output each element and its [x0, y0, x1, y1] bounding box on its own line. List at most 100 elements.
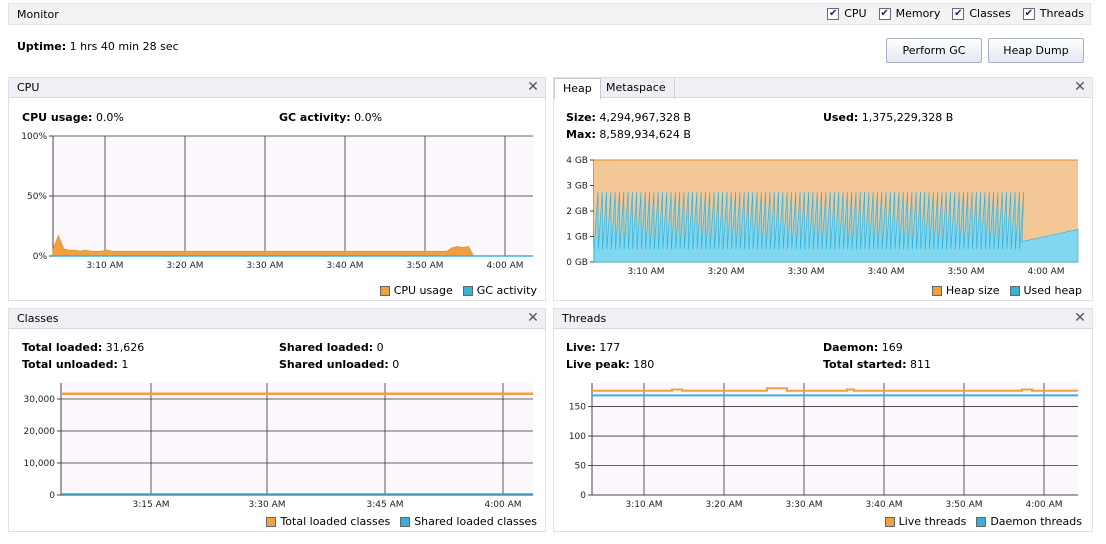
y-tick-label: 100 [569, 432, 586, 442]
legend-swatch-blue [400, 516, 411, 527]
classes-panel-header: Classes ✕ [9, 309, 545, 329]
y-tick-label: 2 GB [566, 207, 588, 217]
y-tick-label: 10,000 [24, 459, 56, 469]
legend-shared-loaded: Shared loaded classes [400, 515, 537, 528]
checkmark-icon: ✔ [1022, 7, 1035, 20]
daemon-threads-value: 169 [881, 341, 903, 354]
legend-swatch-orange [379, 285, 390, 296]
x-tick-label: 3:10 AM [87, 261, 124, 271]
checkbox-cpu-label: CPU [844, 7, 867, 20]
x-tick-label: 3:30 AM [249, 500, 286, 509]
live-threads-label: Live: [566, 341, 596, 354]
x-tick-label: 4:00 AM [487, 261, 524, 271]
x-tick-label: 3:10 AM [628, 267, 665, 277]
x-tick-label: 3:40 AM [866, 500, 903, 509]
x-tick-label: 4:00 AM [1028, 267, 1065, 277]
y-tick-label: 30,000 [24, 395, 56, 405]
cpu-panel: CPU ✕ CPU usage: 0.0% GC activity: 0.0% … [8, 77, 546, 301]
close-icon[interactable]: ✕ [1074, 79, 1086, 95]
checkmark-icon: ✔ [952, 7, 965, 20]
legend-swatch-blue [976, 516, 987, 527]
x-tick-label: 3:45 AM [367, 500, 404, 509]
threads-panel: Threads ✕ Live: 177 Live peak: 180 Daemo… [553, 308, 1093, 532]
y-tick-label: 0% [33, 252, 48, 262]
x-tick-label: 3:30 AM [788, 267, 825, 277]
heap-used-value: 1,375,229,328 B [861, 111, 954, 124]
tab-metaspace[interactable]: Metaspace [598, 78, 675, 99]
cpu-chart: 100% 50% 0% 3:10 AM 3:20 AM 3:30 AM 3:40 AM 3:5… [21, 132, 533, 271]
classes-panel: Classes ✕ Total loaded: 31,626 Total unl… [8, 308, 546, 532]
legend-gc-activity-label: GC activity [476, 284, 537, 297]
x-tick-label: 3:40 AM [327, 261, 364, 271]
uptime-value: 1 hrs 40 min 28 sec [69, 40, 179, 53]
y-tick-label: 4 GB [566, 156, 588, 166]
monitor-checkboxes: ✔ CPU ✔ Memory ✔ Classes ✔ Threads [827, 7, 1084, 20]
x-tick-label: 3:15 AM [133, 500, 170, 509]
x-tick-label: 3:30 AM [786, 500, 823, 509]
checkbox-classes[interactable]: ✔ Classes [952, 7, 1011, 20]
legend-used-heap: Used heap [1009, 284, 1083, 297]
close-icon[interactable]: ✕ [527, 79, 539, 95]
legend-cpu-usage: CPU usage [379, 284, 453, 297]
used-heap-area [593, 191, 1079, 263]
legend-daemon-threads: Daemon threads [976, 515, 1082, 528]
total-loaded-value: 31,626 [105, 341, 145, 354]
y-tick-label: 3 GB [566, 182, 588, 192]
x-tick-label: 3:20 AM [706, 500, 743, 509]
x-tick-label: 3:50 AM [407, 261, 444, 271]
legend-swatch-orange [884, 516, 895, 527]
live-threads-line [592, 387, 1078, 392]
heap-size-value: 4,294,967,328 B [599, 111, 691, 124]
checkbox-threads-label: Threads [1039, 7, 1084, 20]
gc-activity-value: 0.0% [354, 111, 383, 124]
gc-activity-label: GC activity: [279, 111, 351, 124]
cpu-legend: CPU usage GC activity [379, 284, 537, 297]
y-tick-label: 0 [49, 491, 55, 501]
x-tick-label: 3:50 AM [948, 267, 985, 277]
threads-panel-title: Threads [562, 312, 607, 325]
heap-panel: Heap Metaspace ✕ Size: 4,294,967,328 B M… [553, 77, 1093, 301]
live-peak-value: 180 [633, 358, 655, 371]
checkbox-memory-label: Memory [895, 7, 941, 20]
legend-swatch-blue [462, 285, 473, 296]
heap-dump-button[interactable]: Heap Dump [988, 38, 1084, 63]
total-unloaded-stat: Total unloaded: 1 [22, 358, 128, 371]
heap-legend: Heap size Used heap [931, 284, 1083, 297]
plot-area [592, 383, 1078, 495]
total-unloaded-value: 1 [121, 358, 129, 371]
heap-max-label: Max: [566, 128, 596, 141]
threads-panel-header: Threads ✕ [554, 309, 1092, 329]
checkbox-memory[interactable]: ✔ Memory [878, 7, 941, 20]
total-started-label: Total started: [823, 358, 907, 371]
cpu-usage-area [52, 234, 533, 257]
shared-unloaded-value: 0 [392, 358, 400, 371]
legend-daemon-threads-label: Daemon threads [990, 515, 1082, 528]
close-icon[interactable]: ✕ [1074, 310, 1086, 326]
checkbox-threads[interactable]: ✔ Threads [1022, 7, 1084, 20]
perform-gc-button[interactable]: Perform GC [886, 38, 982, 63]
legend-gc-activity: GC activity [462, 284, 537, 297]
y-tick-label: 20,000 [24, 427, 56, 437]
live-threads-stat: Live: 177 [566, 341, 620, 354]
gc-activity-stat: GC activity: 0.0% [279, 111, 382, 124]
y-tick-label: 50% [27, 192, 47, 202]
legend-cpu-usage-label: CPU usage [393, 284, 453, 297]
y-tick-label: 0 GB [566, 258, 588, 268]
y-tick-label: 150 [569, 403, 586, 413]
checkbox-cpu[interactable]: ✔ CPU [827, 7, 867, 20]
classes-panel-title: Classes [17, 312, 59, 325]
classes-legend: Total loaded classes Shared loaded class… [266, 515, 537, 528]
legend-total-loaded: Total loaded classes [266, 515, 390, 528]
checkbox-classes-label: Classes [969, 7, 1011, 20]
legend-used-heap-label: Used heap [1023, 284, 1083, 297]
uptime: Uptime: 1 hrs 40 min 28 sec [17, 40, 179, 53]
total-loaded-label: Total loaded: [22, 341, 103, 354]
total-loaded-stat: Total loaded: 31,626 [22, 341, 144, 354]
tab-heap[interactable]: Heap [554, 78, 601, 99]
classes-chart: 30,000 20,000 10,000 0 3:15 AM 3:30 AM 3:45 AM… [24, 383, 533, 509]
threads-legend: Live threads Daemon threads [884, 515, 1082, 528]
y-tick-label: 50 [575, 462, 587, 472]
legend-swatch-blue [1009, 285, 1020, 296]
close-icon[interactable]: ✕ [527, 310, 539, 326]
shared-loaded-value: 0 [376, 341, 384, 354]
